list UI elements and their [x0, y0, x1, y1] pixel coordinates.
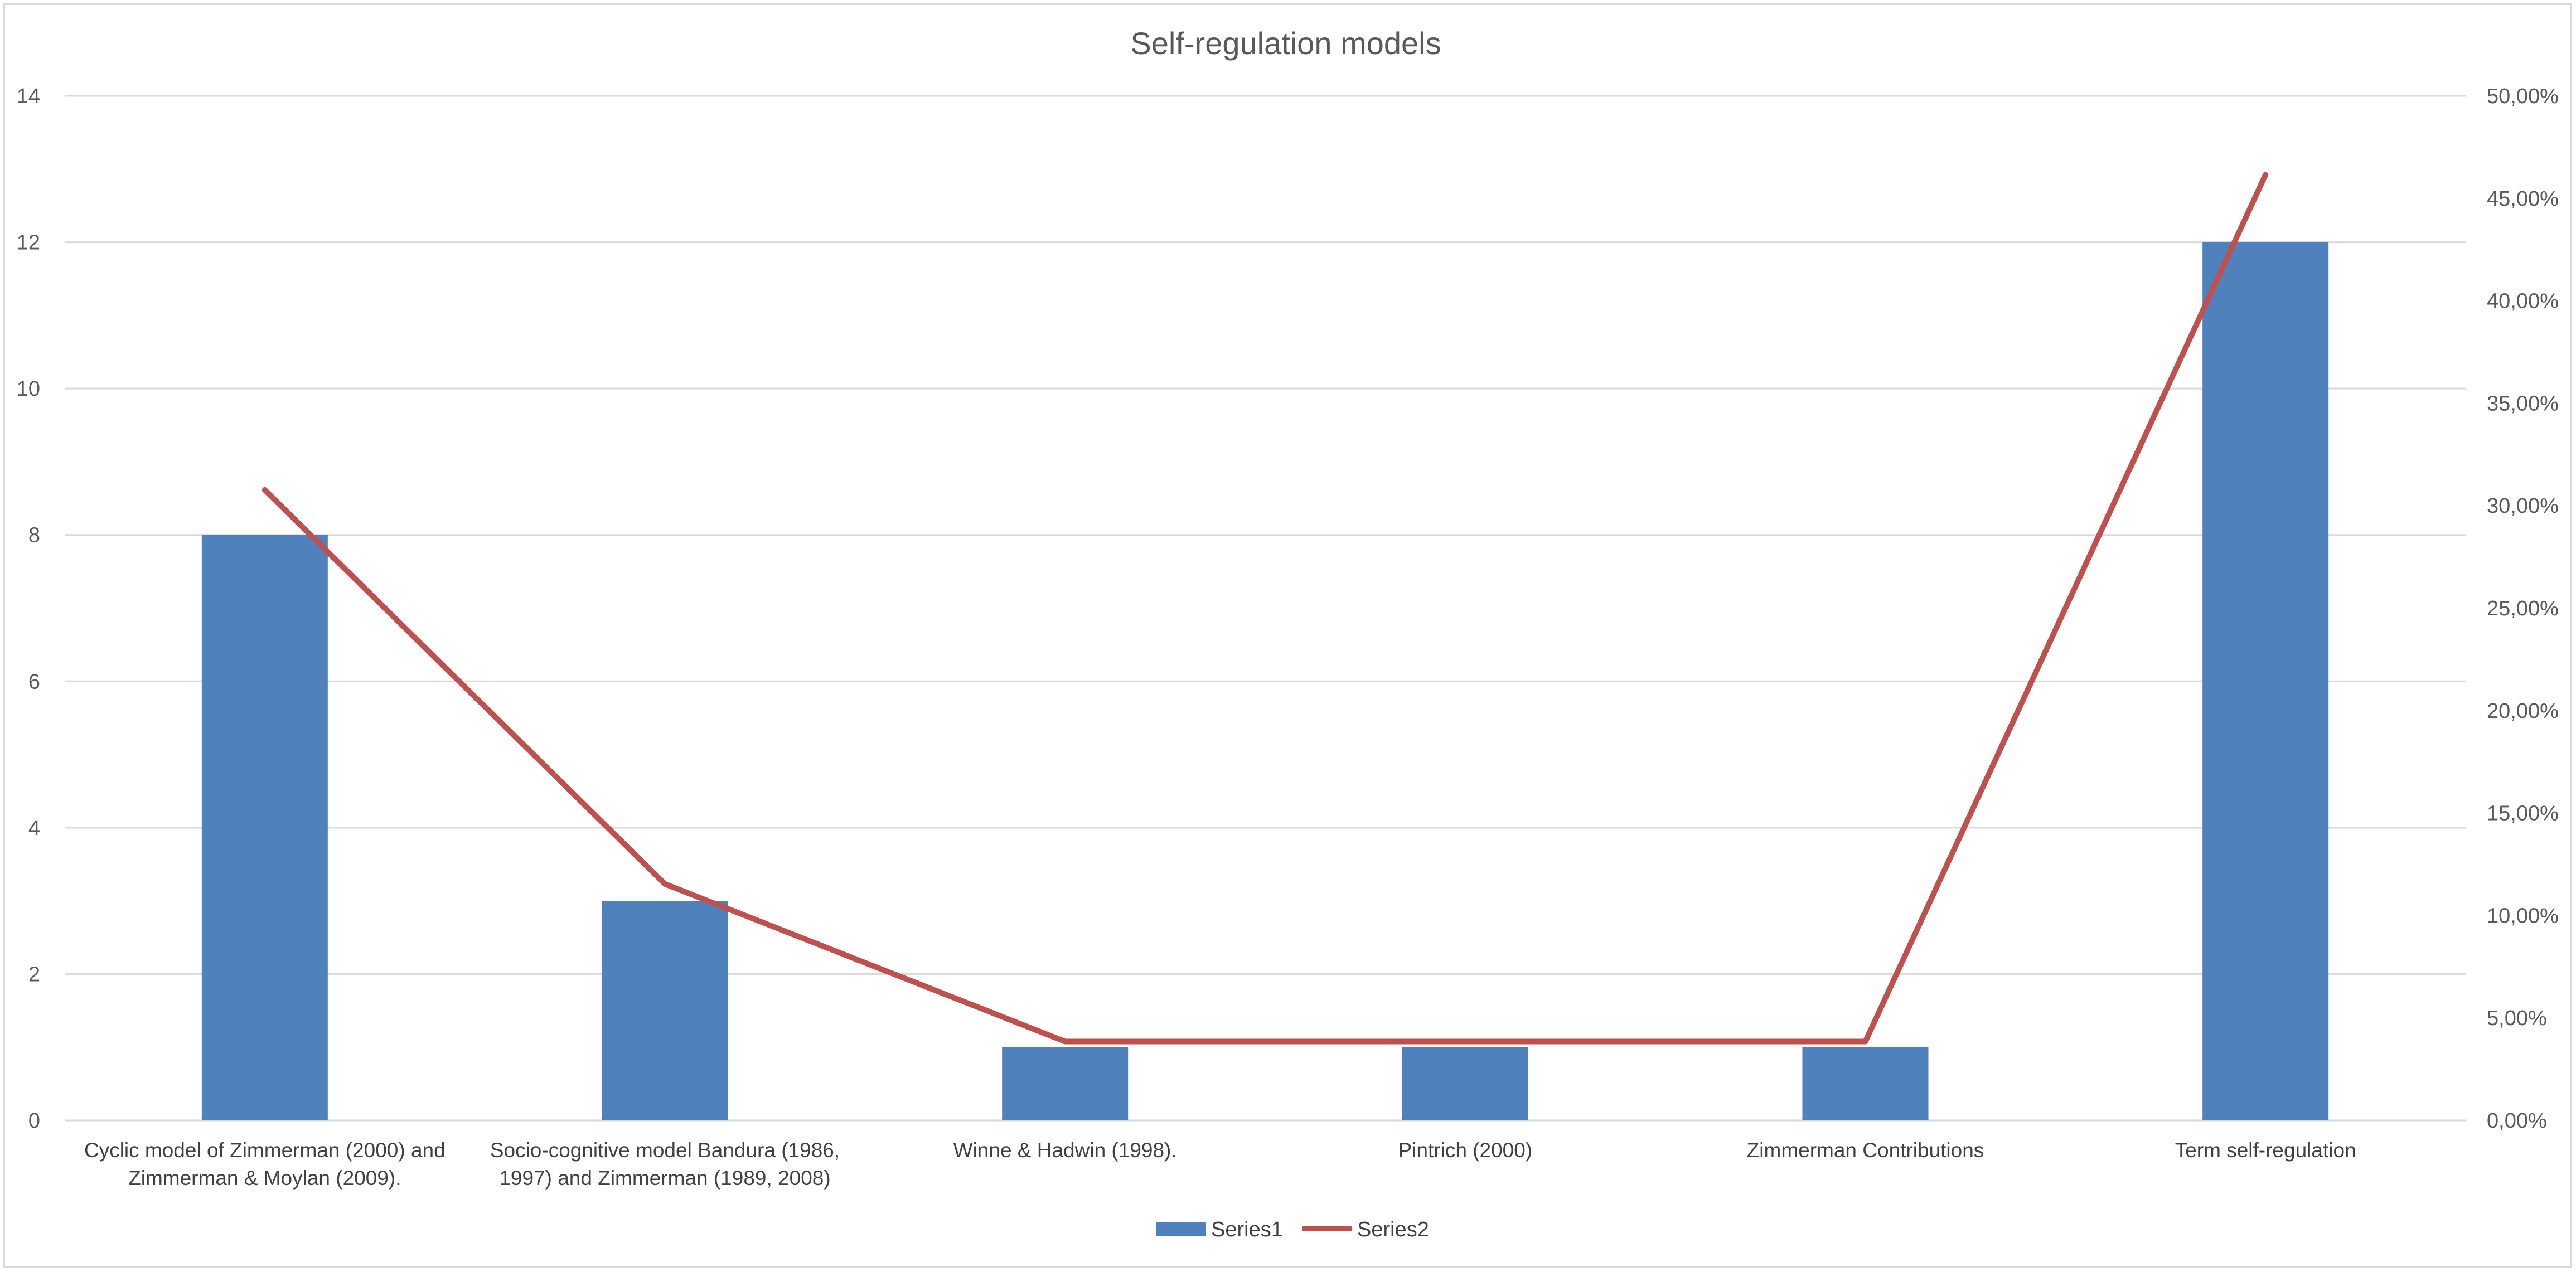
bar-series — [201, 242, 2329, 1121]
legend: Series1 Series2 — [1156, 1218, 1429, 1241]
category-label-4: Pintrich (2000) — [1398, 1139, 1533, 1162]
chart-frame — [3, 3, 2572, 1268]
category-label-6: Term self-regulation — [2175, 1139, 2356, 1162]
left-axis-ticks: 0 2 4 6 8 10 12 14 — [17, 85, 40, 1133]
right-axis-tick-label: 40,00% — [2487, 290, 2559, 313]
bar-5 — [1802, 1047, 1929, 1120]
bar-6 — [2202, 242, 2329, 1121]
left-axis-tick-label: 2 — [28, 963, 40, 986]
chart-title: Self-regulation models — [1130, 26, 1441, 61]
left-axis-tick-label: 12 — [17, 231, 40, 255]
legend-label-series2: Series2 — [1357, 1218, 1429, 1241]
left-axis-tick-label: 14 — [17, 85, 40, 108]
right-axis-tick-label: 0,00% — [2487, 1109, 2547, 1133]
right-axis-tick-label: 45,00% — [2487, 187, 2559, 211]
category-label-3: Winne & Hadwin (1998). — [953, 1139, 1177, 1162]
bar-1 — [201, 535, 328, 1120]
right-axis-tick-label: 50,00% — [2487, 85, 2559, 108]
bar-3 — [1002, 1047, 1129, 1120]
right-axis-tick-label: 30,00% — [2487, 494, 2559, 518]
category-label-1: Cyclic model of Zimmerman (2000) and Zimm… — [84, 1139, 446, 1190]
left-axis-tick-label: 10 — [17, 377, 40, 401]
right-axis-tick-label: 5,00% — [2487, 1007, 2547, 1030]
left-axis-tick-label: 6 — [28, 670, 40, 693]
category-labels: Cyclic model of Zimmerman (2000) and Zimm… — [84, 1139, 2356, 1190]
left-axis-tick-label: 0 — [28, 1109, 40, 1133]
left-axis-tick-label: 4 — [28, 817, 40, 840]
category-label-2: Socio-cognitive model Bandura (1986, 1997… — [490, 1139, 840, 1190]
right-axis-tick-label: 20,00% — [2487, 700, 2559, 723]
line-series — [262, 172, 2269, 1045]
bar-2 — [602, 901, 728, 1120]
legend-label-series1: Series1 — [1211, 1218, 1283, 1241]
right-axis-tick-label: 25,00% — [2487, 597, 2559, 620]
right-axis-tick-label: 35,00% — [2487, 392, 2559, 415]
gridlines — [65, 95, 2466, 1122]
right-axis-tick-label: 10,00% — [2487, 904, 2559, 928]
series2-line — [262, 172, 2269, 1045]
right-axis-ticks: 0,00% 5,00% 10,00% 15,00% 20,00% 25,00% 30,00%… — [2487, 85, 2559, 1133]
left-axis-tick-label: 8 — [28, 524, 40, 547]
bar-4 — [1402, 1047, 1528, 1120]
right-axis-tick-label: 15,00% — [2487, 802, 2559, 826]
category-label-5: Zimmerman Contributions — [1747, 1139, 1984, 1162]
legend-swatch-series1 — [1156, 1222, 1206, 1236]
